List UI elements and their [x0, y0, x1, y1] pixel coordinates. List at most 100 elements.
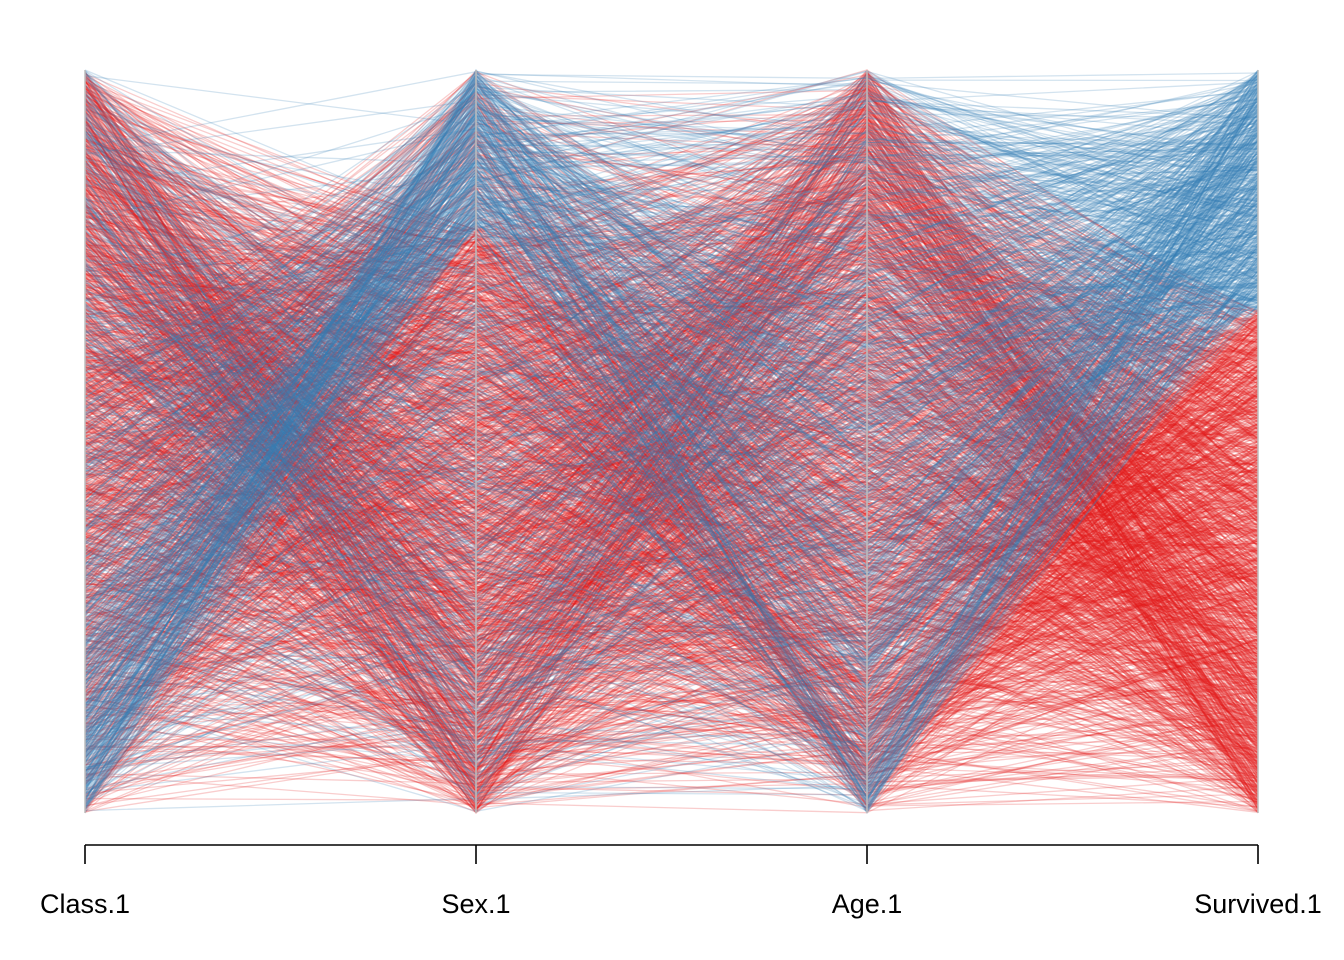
passenger-line	[84, 106, 1259, 723]
passenger-line	[84, 107, 1259, 794]
passenger-line	[84, 250, 1259, 767]
passenger-line	[84, 292, 1259, 810]
passenger-line	[84, 103, 1259, 694]
passenger-line	[84, 168, 1259, 525]
passenger-line	[84, 91, 1259, 762]
passenger-line	[84, 282, 1259, 557]
passenger-line	[84, 115, 1259, 810]
passenger-line	[84, 94, 1259, 503]
passenger-line	[84, 241, 1259, 640]
passenger-line	[84, 210, 1259, 568]
passenger-line	[84, 180, 1259, 612]
passenger-line	[84, 108, 1259, 746]
passenger-line	[84, 81, 1259, 488]
passenger-line	[84, 91, 1259, 377]
passenger-line	[84, 189, 1259, 623]
passenger-line	[84, 74, 1259, 399]
passenger-line	[84, 133, 1259, 669]
passenger-line	[84, 85, 1259, 775]
passenger-line	[84, 218, 1259, 708]
passenger-line	[84, 147, 1259, 676]
passenger-line	[84, 239, 1259, 493]
passenger-line	[84, 166, 1259, 799]
passenger-line	[84, 263, 1259, 670]
passenger-line	[84, 482, 1259, 730]
passenger-line	[84, 390, 1259, 685]
passenger-line	[84, 181, 1259, 812]
passenger-line	[84, 281, 1259, 710]
passenger-line	[84, 290, 1259, 760]
passenger-line	[84, 223, 1259, 658]
passenger-line	[84, 69, 1259, 551]
passenger-line	[84, 102, 1259, 557]
passenger-line	[84, 133, 1259, 302]
passenger-line	[84, 177, 1259, 620]
passenger-line	[84, 151, 1259, 312]
passenger-line	[84, 139, 1259, 796]
passenger-line	[84, 296, 1259, 505]
passenger-line	[84, 192, 1259, 787]
passenger-line	[84, 133, 1259, 543]
passenger-line	[84, 280, 1259, 709]
passenger-line	[84, 397, 1259, 624]
passenger-line	[84, 224, 1259, 576]
passenger-line	[84, 78, 1259, 453]
passenger-line	[84, 104, 1259, 651]
passenger-line	[84, 234, 1259, 672]
passenger-line	[84, 95, 1259, 712]
passenger-line	[84, 133, 1259, 711]
passenger-line	[84, 389, 1259, 620]
passenger-line	[84, 176, 1259, 668]
passenger-line	[84, 79, 1259, 631]
passenger-line	[84, 394, 1259, 799]
passenger-line	[84, 94, 1259, 687]
passenger-line	[84, 84, 1259, 674]
passenger-line	[84, 98, 1259, 576]
passenger-line	[84, 102, 1259, 750]
passenger-line	[84, 416, 1259, 809]
passenger-line	[84, 125, 1259, 766]
passenger-line	[84, 92, 1259, 684]
passenger-line	[84, 322, 1259, 742]
passenger-line	[84, 351, 1259, 789]
passenger-line	[84, 451, 1259, 721]
passenger-line	[84, 187, 1259, 638]
passenger-line	[84, 350, 1259, 602]
passenger-line	[84, 436, 1259, 766]
passenger-line	[84, 477, 1259, 742]
passenger-line	[84, 153, 1259, 706]
passenger-line	[84, 132, 1259, 632]
passenger-line	[84, 78, 1259, 733]
passenger-line	[84, 287, 1259, 713]
passenger-line	[84, 133, 1259, 640]
passenger-line	[84, 73, 1259, 789]
passenger-line	[84, 291, 1259, 717]
passenger-line	[84, 180, 1259, 469]
passenger-line	[84, 128, 1259, 658]
passenger-line	[84, 253, 1259, 785]
passenger-line	[84, 704, 1259, 813]
passenger-line	[84, 458, 1259, 714]
passenger-line	[84, 104, 1259, 792]
passenger-line	[84, 105, 1259, 765]
passenger-line	[84, 354, 1259, 558]
passenger-line	[84, 165, 1259, 695]
passenger-line	[84, 119, 1259, 456]
passenger-line	[84, 193, 1259, 777]
passenger-line	[84, 374, 1259, 589]
passenger-line	[84, 260, 1259, 736]
passenger-line	[84, 426, 1259, 798]
passenger-line	[84, 96, 1259, 792]
passenger-line	[84, 402, 1259, 700]
passenger-line	[84, 209, 1259, 452]
passenger-line	[84, 327, 1259, 788]
passenger-line	[84, 151, 1259, 653]
passenger-line	[84, 356, 1259, 650]
passenger-line	[84, 264, 1259, 461]
passenger-line	[84, 165, 1259, 798]
passenger-line	[84, 149, 1259, 646]
passenger-line	[84, 98, 1259, 532]
passenger-line	[84, 449, 1259, 604]
passenger-line	[84, 484, 1259, 769]
passenger-line	[84, 243, 1259, 759]
